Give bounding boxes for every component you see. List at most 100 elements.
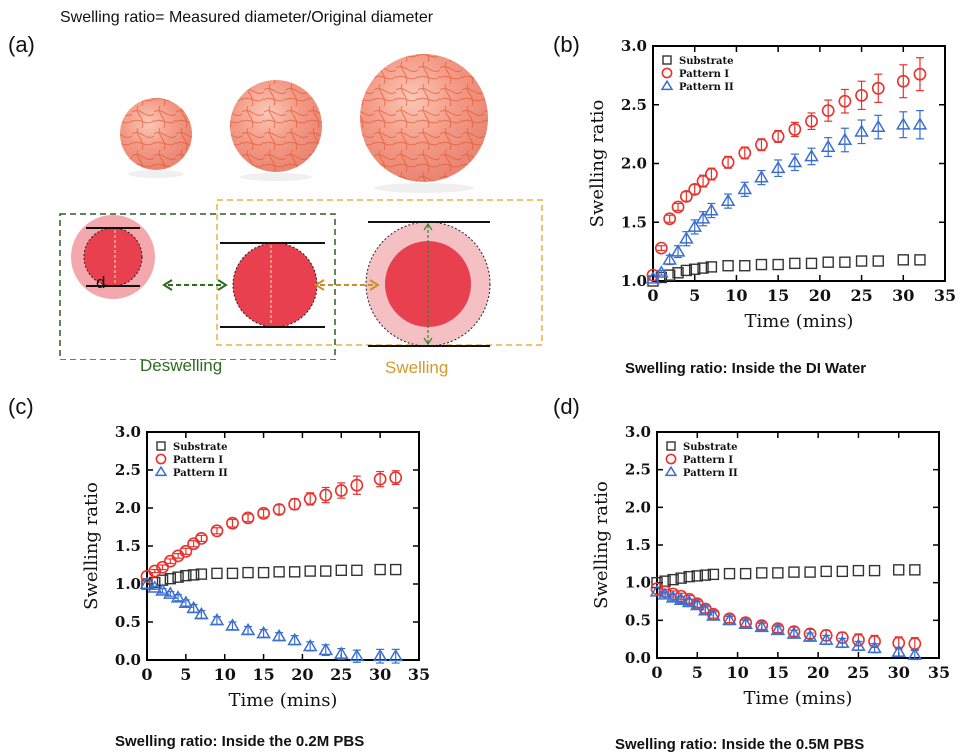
swollen-gel (365, 221, 491, 347)
data-point (389, 471, 403, 484)
data-point (820, 565, 832, 578)
data-point (895, 117, 911, 130)
x-axis-label: Time (mins) (744, 688, 853, 709)
data-point (891, 644, 907, 657)
x-tick-label: 20 (291, 665, 313, 684)
x-tick-label: 10 (725, 286, 747, 305)
x-tick-label: 20 (807, 663, 829, 682)
data-point (855, 88, 868, 102)
x-tick-label: 15 (767, 663, 789, 682)
data-point (320, 565, 332, 577)
series-pattern-ii (139, 576, 403, 664)
series-pattern-i (650, 582, 922, 651)
data-point (707, 568, 720, 581)
data-point (654, 241, 668, 255)
data-point (680, 264, 693, 277)
data-point (723, 567, 736, 580)
x-tick-label: 5 (180, 665, 191, 684)
data-point (319, 488, 333, 502)
legend-label: Pattern II (679, 82, 734, 93)
data-point (854, 124, 869, 137)
data-point (657, 587, 673, 600)
panel-b-caption: Swelling ratio: Inside the DI Water (625, 360, 867, 377)
data-point (914, 254, 926, 266)
data-point (351, 564, 363, 577)
x-tick-label: 25 (330, 665, 352, 684)
data-point (771, 130, 785, 143)
data-point (821, 104, 835, 118)
data-point (754, 619, 770, 633)
data-point (738, 146, 752, 160)
data-point (187, 569, 200, 581)
y-tick-label: 1.0 (115, 575, 141, 593)
panel-d-letter: (d) (553, 394, 580, 419)
data-point (683, 570, 695, 583)
data-point (373, 472, 387, 486)
data-point (333, 646, 349, 659)
data-point (770, 622, 786, 636)
data-point (226, 567, 239, 580)
data-point (695, 211, 711, 224)
data-point (148, 564, 162, 578)
data-point (687, 219, 703, 232)
x-tick-label: 35 (408, 665, 430, 684)
data-point (897, 254, 909, 266)
diameter-label: d (96, 273, 106, 292)
data-point (772, 567, 784, 579)
legend-label: Pattern II (683, 468, 738, 479)
data-point (302, 638, 318, 652)
data-point (722, 260, 734, 272)
legend-label: Substrate (679, 56, 733, 67)
legend: Substrate Pattern I Pattern II (154, 441, 228, 479)
data-point (788, 566, 800, 578)
original-gel (220, 242, 325, 328)
data-point (739, 260, 751, 272)
data-point (871, 81, 885, 95)
legend-label: Pattern I (683, 455, 733, 466)
legend-label: Substrate (173, 442, 227, 453)
data-point (662, 252, 677, 265)
data-point (913, 67, 927, 81)
data-point (704, 203, 719, 216)
data-point (872, 255, 884, 267)
data-point (697, 262, 709, 274)
y-tick-label: 1.0 (621, 272, 647, 290)
data-point (755, 258, 768, 271)
data-point (350, 478, 364, 492)
series-substrate (141, 563, 402, 590)
data-point (372, 648, 388, 662)
legend: Substrate Pattern I Pattern II (660, 55, 734, 93)
series-pattern-ii (649, 584, 923, 661)
data-point (851, 638, 866, 651)
data-point (855, 255, 868, 267)
data-point (670, 244, 686, 257)
data-point (893, 564, 905, 576)
data-point (304, 565, 316, 577)
data-point (172, 571, 184, 583)
data-point (139, 576, 155, 589)
legend-label: Substrate (683, 442, 737, 453)
data-point (178, 595, 194, 608)
data-point (698, 603, 713, 616)
data-point (156, 560, 169, 574)
y-tick-label: 2.5 (115, 461, 141, 479)
data-point (211, 567, 223, 580)
y-tick-label: 3.0 (115, 423, 141, 441)
data-point (665, 590, 681, 603)
data-point (802, 629, 818, 642)
y-tick-label: 1.0 (625, 574, 651, 592)
data-point (180, 569, 192, 582)
data-point (836, 565, 849, 578)
data-point (739, 567, 752, 580)
x-tick-label: 25 (847, 663, 869, 682)
data-point (912, 117, 928, 130)
x-tick-label: 10 (726, 663, 748, 682)
legend-label: Pattern II (173, 468, 228, 479)
data-point (688, 182, 702, 196)
data-point (374, 563, 386, 576)
x-tick-label: 30 (369, 665, 391, 684)
x-tick-label: 20 (809, 286, 831, 305)
x-tick-label: 15 (767, 286, 789, 305)
data-point (722, 612, 737, 626)
data-point (257, 566, 270, 579)
